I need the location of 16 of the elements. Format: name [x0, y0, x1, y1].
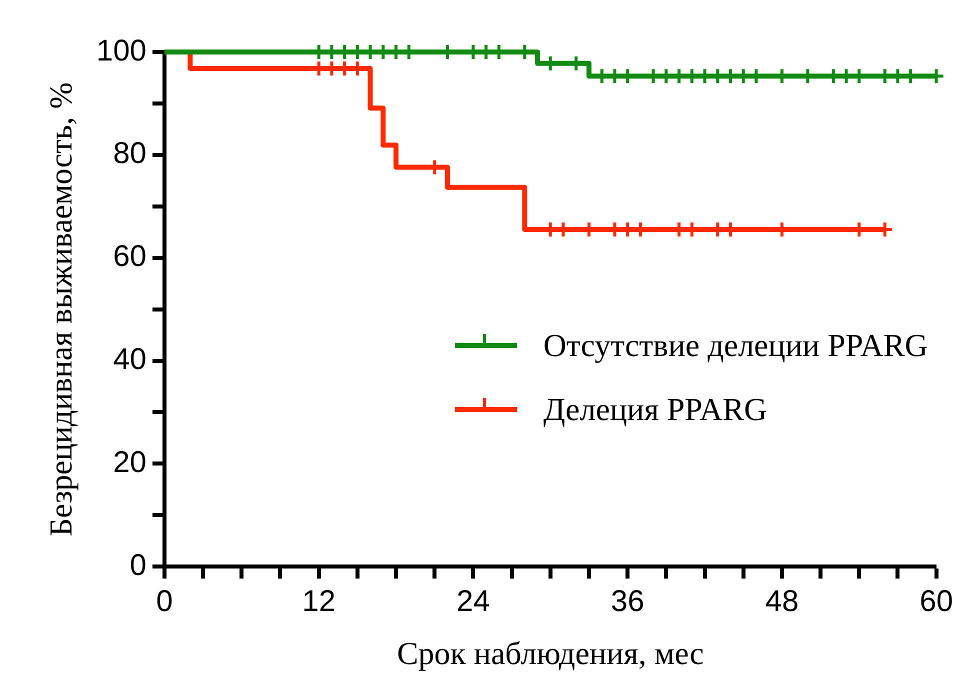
y-tick-label: 60	[113, 240, 146, 274]
legend-label: Отсутствие делеции PPARG	[543, 326, 928, 364]
x-tick-label: 36	[610, 584, 644, 618]
y-tick-label: 0	[130, 548, 146, 582]
y-tick-label: 20	[113, 446, 146, 479]
y-tick-label: 80	[113, 137, 146, 170]
x-tick-label: 0	[156, 584, 173, 618]
x-tick-label: 12	[302, 584, 336, 618]
x-tick-label: 24	[456, 584, 490, 618]
y-tick-label: 100	[96, 34, 146, 68]
x-tick-label: 48	[765, 584, 799, 618]
x-tick-label: 60	[920, 584, 954, 618]
y-tick-label: 40	[113, 343, 146, 376]
legend-label: Делеция PPARG	[543, 390, 768, 428]
x-axis-title: Срок наблюдения, мес	[396, 635, 704, 672]
y-axis-title: Безрецидивная выживаемость, %	[42, 82, 79, 536]
